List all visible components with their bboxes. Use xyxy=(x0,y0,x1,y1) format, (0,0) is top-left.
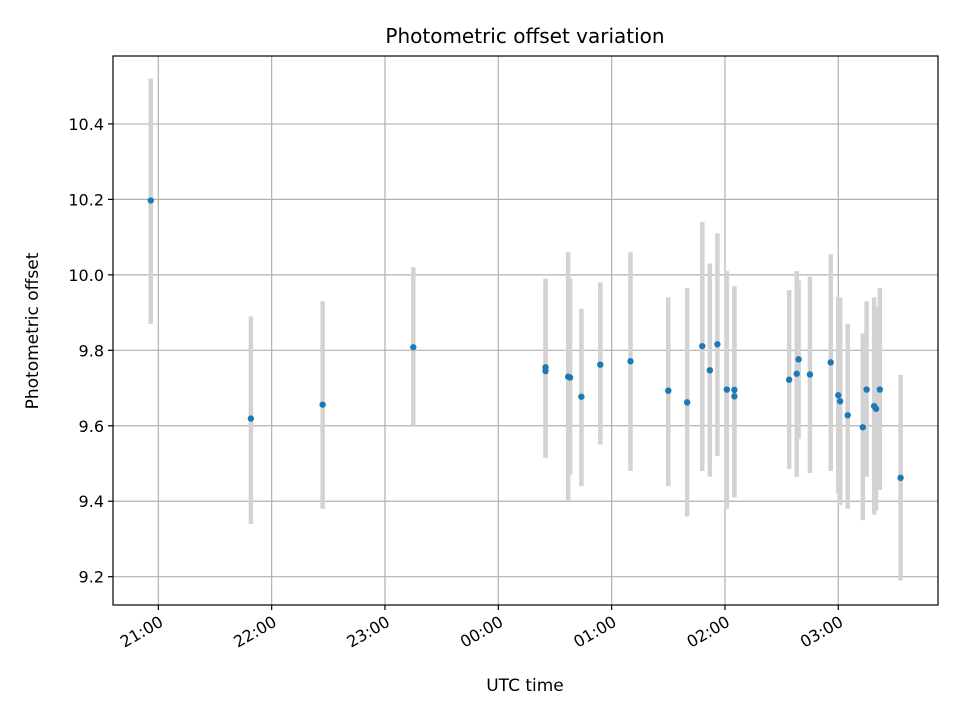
y-tick-label: 9.2 xyxy=(79,568,104,587)
data-point xyxy=(806,371,814,378)
data-point xyxy=(793,370,800,377)
data-point xyxy=(542,364,549,371)
data-point xyxy=(597,361,604,368)
x-tick-label: 00:00 xyxy=(457,612,506,652)
y-tick-label: 9.6 xyxy=(79,417,104,436)
grid-lines xyxy=(113,56,938,605)
data-point xyxy=(319,401,326,408)
data-point xyxy=(627,358,634,365)
x-tick-label: 03:00 xyxy=(797,612,846,652)
data-point xyxy=(731,386,738,394)
x-tick-label: 21:00 xyxy=(117,612,166,652)
y-tick-label: 10.2 xyxy=(68,190,104,209)
chart-title: Photometric offset variation xyxy=(385,24,664,48)
data-point xyxy=(876,386,884,393)
data-point xyxy=(665,387,672,394)
data-point xyxy=(410,344,417,351)
data-point xyxy=(844,412,851,419)
y-axis-ticks: 9.2 9.4 9.6 9.8 10.0 10.2 10.4 xyxy=(68,115,113,587)
data-point xyxy=(706,367,714,374)
y-tick-label: 10.4 xyxy=(68,115,104,134)
y-tick-label: 10.0 xyxy=(68,266,104,285)
data-point xyxy=(897,474,904,482)
data-point xyxy=(566,374,574,381)
error-bars xyxy=(148,78,903,581)
data-point xyxy=(731,393,738,400)
data-points xyxy=(147,197,904,482)
x-axis-label: UTC time xyxy=(486,676,564,696)
data-point xyxy=(699,342,706,350)
data-point xyxy=(714,341,721,348)
data-point xyxy=(247,415,255,422)
data-point xyxy=(836,398,844,405)
data-point xyxy=(723,386,731,393)
data-point xyxy=(827,359,834,366)
data-point xyxy=(147,197,154,204)
x-tick-label: 22:00 xyxy=(230,612,279,652)
data-point xyxy=(785,376,793,383)
y-tick-label: 9.8 xyxy=(79,341,104,360)
data-point xyxy=(835,392,842,399)
x-tick-label: 01:00 xyxy=(570,612,619,652)
x-tick-label: 23:00 xyxy=(344,612,393,652)
plot-area-frame xyxy=(112,55,939,606)
data-point xyxy=(683,399,691,406)
data-point xyxy=(795,356,802,363)
data-point xyxy=(859,424,867,431)
x-axis-ticks: 21:00 22:00 23:00 00:00 01:00 02:00 03:00 xyxy=(117,605,846,652)
data-point xyxy=(872,405,880,412)
x-tick-label: 02:00 xyxy=(684,612,733,652)
data-point xyxy=(863,386,870,393)
y-axis-label: Photometric offset xyxy=(23,252,43,409)
data-point xyxy=(578,393,585,400)
y-tick-label: 9.4 xyxy=(79,492,104,511)
